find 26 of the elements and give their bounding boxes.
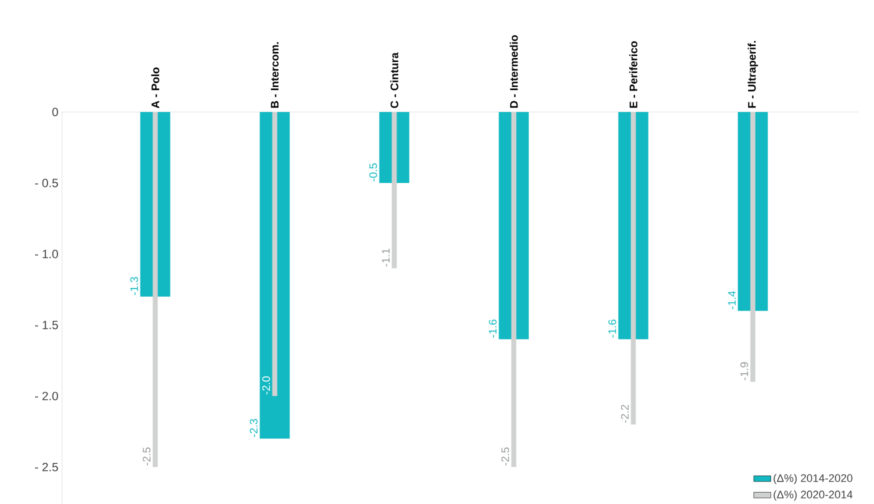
y-tick-label: - 1.5 — [35, 320, 58, 330]
y-tick-label: - 0.5 — [35, 178, 58, 188]
data-label: -1.9 — [740, 362, 748, 380]
y-tick-label: - 1.0 — [35, 250, 58, 258]
x-tick-label: C - Cintura — [390, 52, 398, 108]
x-tick-label: E - Periferico — [629, 41, 638, 108]
x-tick-label: B - Intercom. — [270, 42, 279, 108]
y-tick-label: - 2.5 — [35, 462, 58, 472]
x-tick-label: F - Ultraperif. — [748, 40, 758, 108]
data-label: -0.5 — [369, 163, 378, 182]
data-label: -1.6 — [488, 320, 497, 338]
data-label: -1.1 — [382, 248, 390, 266]
x-tick-label: A - Polo — [151, 67, 160, 108]
data-label: -1.3 — [130, 276, 138, 295]
data-label: -2.5 — [142, 447, 151, 466]
data-label: -2.0 — [262, 376, 270, 394]
legend-label: (Δ%) 2014-2020 — [774, 474, 852, 484]
data-label: -2.3 — [250, 418, 258, 437]
data-label: -1.6 — [608, 320, 616, 338]
y-tick-label: 0 — [52, 108, 58, 116]
x-tick-label: D - Intermedio — [510, 35, 518, 108]
data-label: -2.2 — [620, 404, 629, 423]
data-label: -2.5 — [501, 447, 510, 466]
legend-label: (Δ%) 2020-2014 — [774, 490, 852, 500]
y-tick-label: - 2.0 — [35, 392, 58, 400]
data-label: -1.4 — [728, 290, 736, 310]
